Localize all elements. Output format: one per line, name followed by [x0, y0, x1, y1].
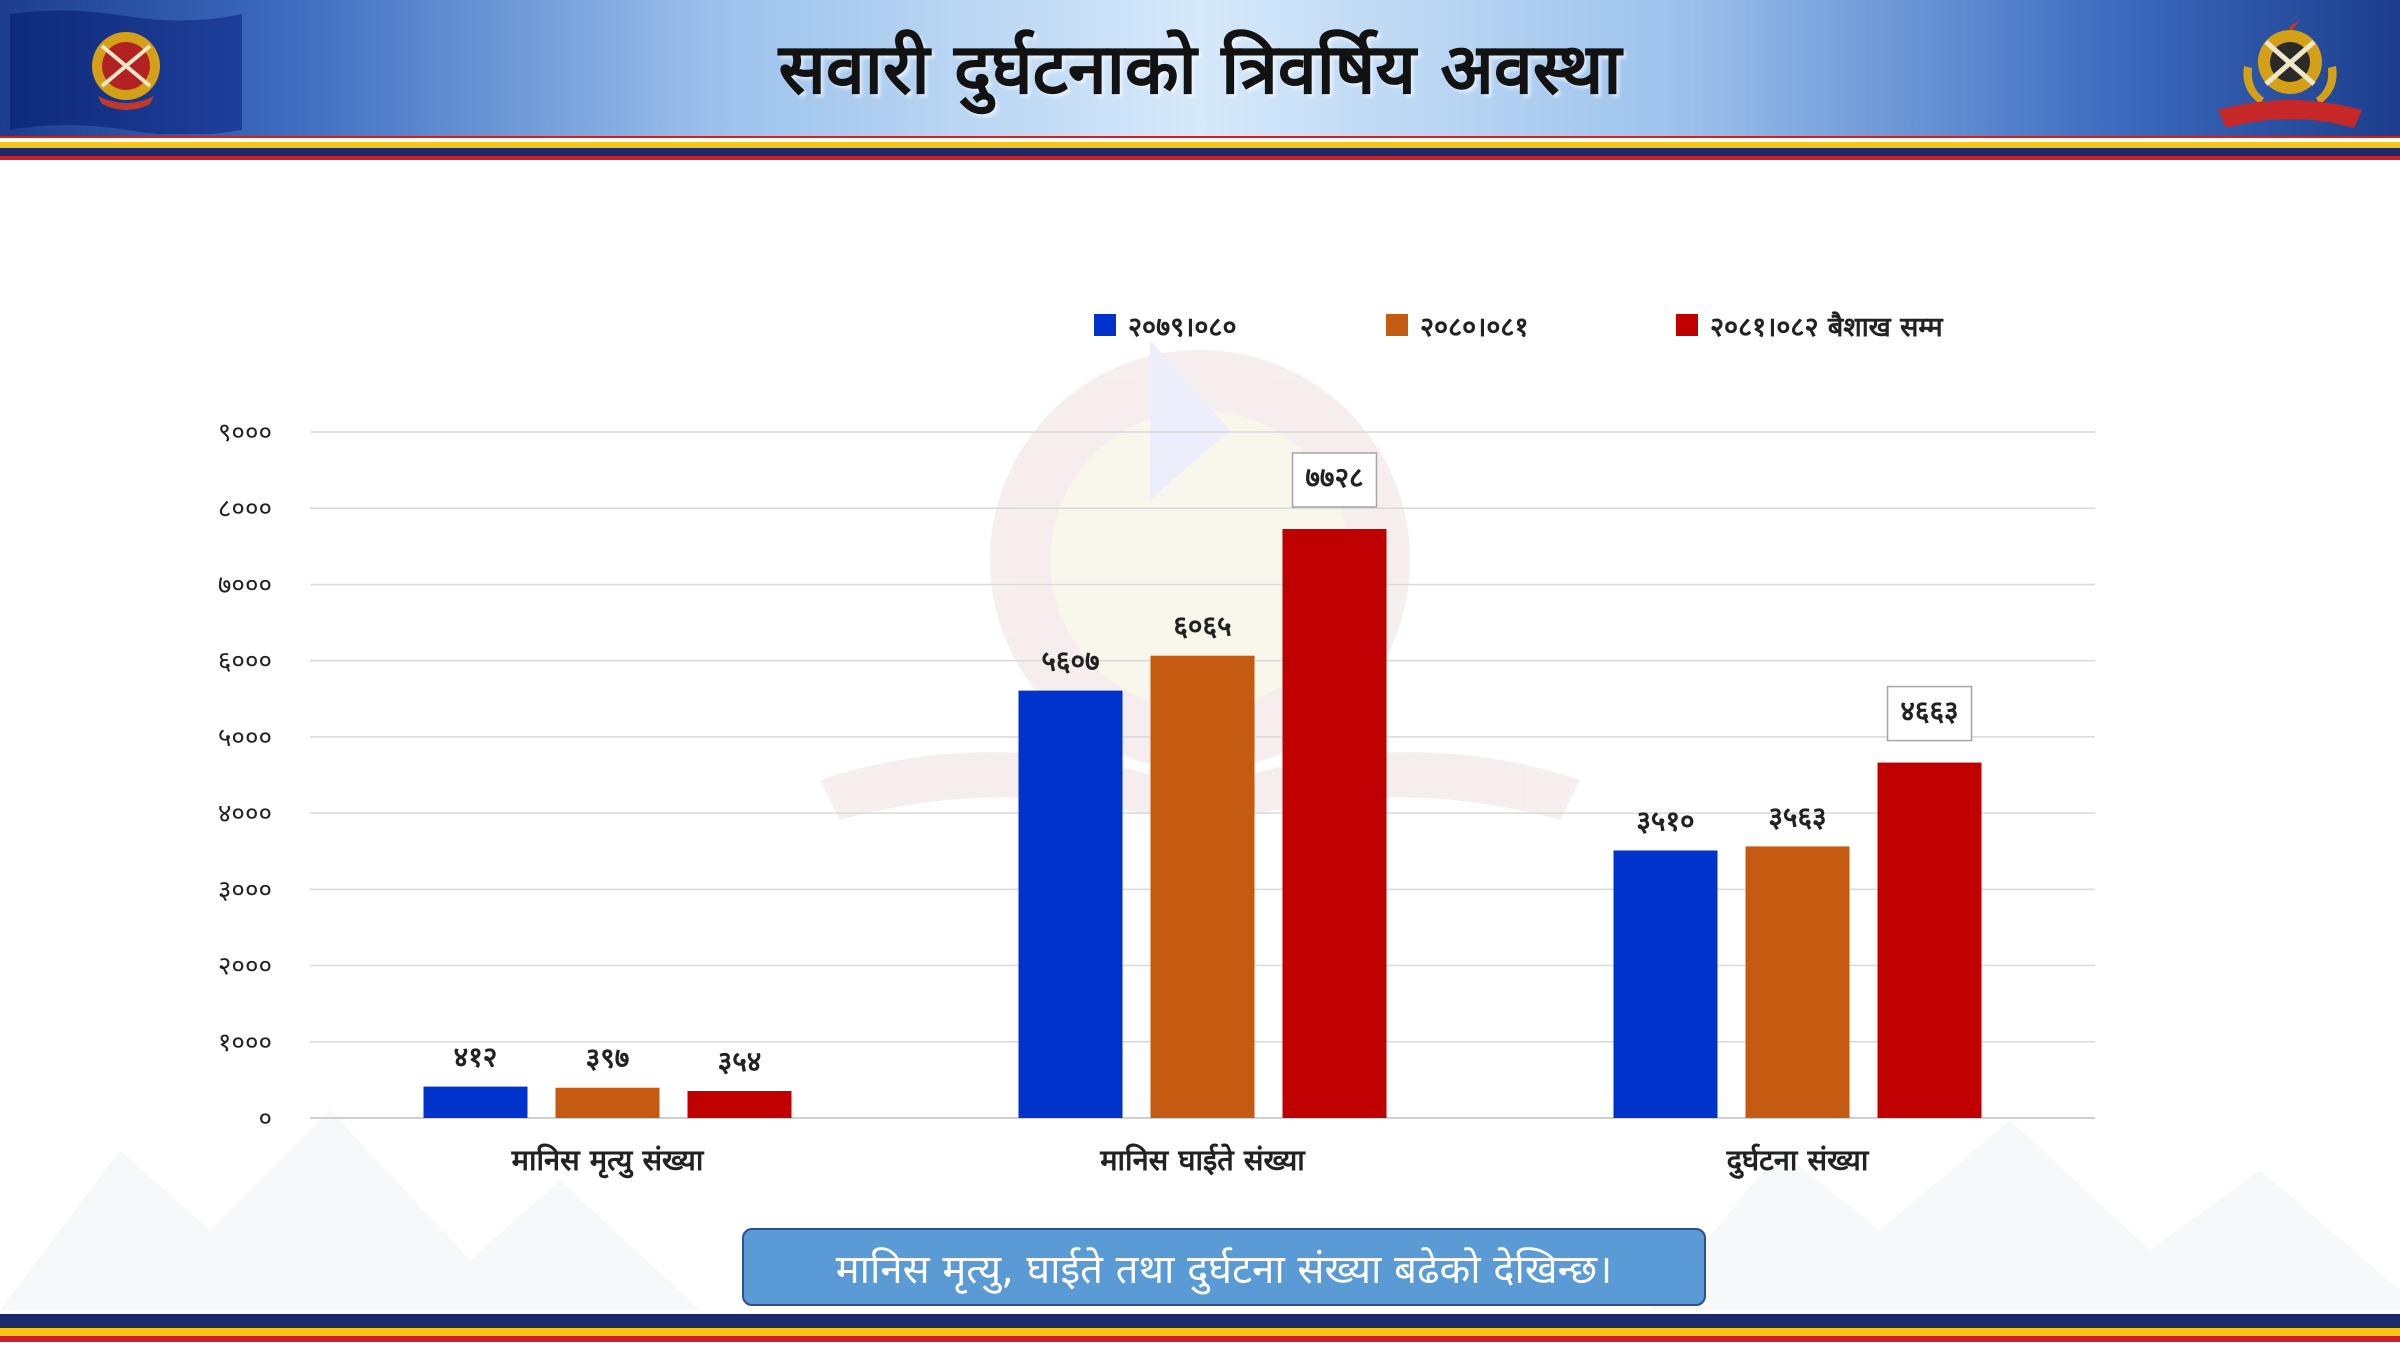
legend-swatch-series-3 — [1676, 314, 1698, 336]
police-emblem-flag-icon — [10, 10, 242, 134]
x-category-label: दुर्घटना संख्या — [1726, 1143, 1870, 1179]
legend-item-series-1: २०७९।०८० — [1094, 300, 1237, 350]
y-tick-label: १००० — [218, 1028, 272, 1058]
footer-stripe-white — [0, 1342, 2400, 1350]
header-stripe-yellow — [0, 142, 2400, 148]
x-category-label: मानिस मृत्यु संख्या — [511, 1143, 705, 1179]
legend-label-series-3: २०८१।०८२ बैशाख सम्म — [1710, 311, 1943, 343]
data-label: ३५४ — [718, 1045, 762, 1078]
bar — [1150, 655, 1255, 1118]
footer-stripe-navy — [0, 1314, 2400, 1328]
bar — [1877, 762, 1982, 1118]
bar — [555, 1087, 660, 1118]
y-tick-label: ५००० — [218, 723, 272, 753]
legend-item-series-3: २०८१।०८२ बैशाख सम्म — [1676, 300, 1943, 350]
y-tick-label: ९००० — [218, 418, 272, 448]
y-tick-label: ८००० — [218, 494, 272, 524]
data-label: ३५१० — [1636, 804, 1694, 837]
bar — [1282, 528, 1387, 1118]
bar — [687, 1091, 792, 1118]
data-label-box — [1291, 452, 1378, 508]
data-label: ३५६३ — [1768, 800, 1826, 833]
bar — [1018, 690, 1123, 1118]
legend-item-series-2: २०८०।०८१ — [1386, 300, 1529, 350]
footer-stripe-red — [0, 1336, 2400, 1342]
summary-callout: मानिस मृत्यु, घाईते तथा दुर्घटना संख्या … — [742, 1228, 1706, 1306]
y-tick-label: ६००० — [218, 647, 272, 677]
header-banner: सवारी दुर्घटनाको त्रिवर्षिय अवस्था — [0, 0, 2400, 138]
y-tick-label: ३००० — [218, 875, 272, 905]
footer-stripe-yellow — [0, 1328, 2400, 1336]
data-label-box — [1886, 685, 1973, 742]
data-label: ४१२ — [454, 1041, 498, 1074]
page-title: सवारी दुर्घटनाको त्रिवर्षिय अवस्था — [778, 28, 1622, 110]
y-tick-label: ७००० — [218, 570, 272, 600]
legend-label-series-2: २०८०।०८१ — [1420, 311, 1529, 343]
legend-swatch-series-1 — [1094, 314, 1116, 336]
header-stripe-red-2 — [0, 156, 2400, 160]
chart-legend: २०७९।०८० २०८०।०८१ २०८१।०८२ बैशाख सम्म — [1080, 300, 2040, 350]
data-label: ३९७ — [586, 1042, 630, 1075]
data-label: ४६६३ — [1900, 695, 1958, 728]
data-label: ५६०७ — [1041, 645, 1099, 678]
legend-label-series-1: २०७९।०८० — [1128, 311, 1237, 343]
y-tick-label: २००० — [218, 952, 272, 982]
x-category-label: मानिस घाईते संख्या — [1099, 1143, 1306, 1177]
data-label: ७७२८ — [1305, 461, 1363, 494]
y-tick-label: ० — [258, 1104, 272, 1134]
header-stripe-red — [0, 136, 2400, 138]
callout-text: मानिस मृत्यु, घाईते तथा दुर्घटना संख्या … — [835, 1246, 1613, 1293]
police-emblem-icon — [2218, 6, 2362, 128]
data-label: ६०६५ — [1173, 610, 1231, 643]
legend-swatch-series-2 — [1386, 314, 1408, 336]
bar — [1613, 850, 1718, 1118]
bar — [423, 1086, 528, 1118]
header-stripe-navy — [0, 148, 2400, 156]
y-tick-label: ४००० — [218, 799, 272, 829]
bar — [1745, 846, 1850, 1118]
